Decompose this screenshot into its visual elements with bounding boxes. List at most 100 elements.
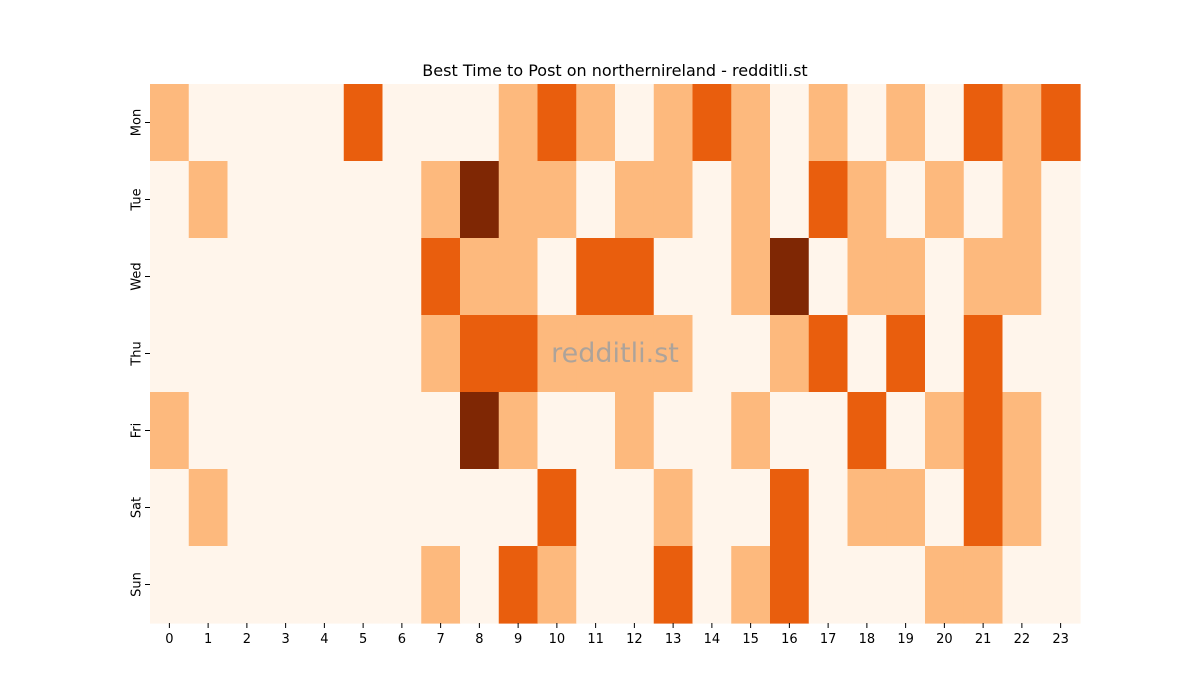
heatmap-cell [653,84,694,162]
heatmap-cell [576,392,616,470]
heatmap-cell [692,469,732,547]
heatmap-cell [847,84,887,162]
x-tick-label: 14 [704,632,721,647]
heatmap-cell [460,392,500,470]
heatmap-cell [343,546,384,624]
heatmap-cell [615,546,655,624]
heatmap-cell [847,546,887,624]
heatmap-cell [460,546,500,624]
heatmap-cell [963,161,1004,239]
heatmap-cell [770,84,810,162]
x-tick-label: 6 [398,632,406,647]
heatmap-cell [576,469,616,547]
heatmap-cell [150,161,190,239]
y-tick-label: Fri [130,423,145,439]
heatmap-cell [886,238,926,316]
chart-title: Best Time to Post on northernireland - r… [422,61,807,80]
heatmap-cell [343,238,384,316]
heatmap-cell [537,238,577,316]
heatmap-cell [382,161,422,239]
heatmap-cell [421,392,461,470]
heatmap-cell [266,469,306,547]
x-tick-label: 4 [320,632,328,647]
y-tick-label: Sun [130,572,145,597]
heatmap-cell [925,161,965,239]
x-tick-label: 19 [897,632,914,647]
y-tick-label: Sat [130,497,145,518]
heatmap-cell [653,315,694,393]
heatmap-cell [343,469,384,547]
heatmap-cell [1002,84,1042,162]
heatmap-cell [150,469,190,547]
heatmap-cell [460,315,500,393]
heatmap-cell [305,546,345,624]
heatmap-cell [847,392,887,470]
heatmap-cell [227,161,267,239]
heatmap-cell [188,392,229,470]
heatmap-cell [382,84,422,162]
x-tick-label: 11 [587,632,604,647]
heatmap-cell [537,161,577,239]
heatmap-cell [731,238,771,316]
x-tick-label: 3 [281,632,289,647]
heatmap-cell [615,161,655,239]
heatmap-cell [537,546,577,624]
heatmap-cell [266,84,306,162]
y-tick-label: Thu [130,341,145,366]
heatmap-cell [227,392,267,470]
heatmap-cell [421,469,461,547]
heatmap-cell [382,238,422,316]
heatmap-cell [498,315,539,393]
heatmap-cell [1041,238,1081,316]
heatmap-cell [692,392,732,470]
heatmap-cell [188,84,229,162]
heatmap-cell [343,315,384,393]
heatmap-cell [925,84,965,162]
x-tick-label: 23 [1052,632,1069,647]
heatmap-cell [150,392,190,470]
heatmap-cell [460,161,500,239]
heatmap-cell [305,161,345,239]
x-tick-label: 7 [436,632,444,647]
heatmap-cell [382,546,422,624]
heatmap-cell [266,392,306,470]
heatmap-cell [227,238,267,316]
x-tick-label: 12 [626,632,643,647]
heatmap-cell [576,238,616,316]
heatmap-cell [653,161,694,239]
heatmap-cell [731,469,771,547]
heatmap-cell [498,84,539,162]
heatmap-cell [188,161,229,239]
heatmap-cell [1002,315,1042,393]
heatmap-cell [692,161,732,239]
heatmap-cell [460,238,500,316]
heatmap-cell [188,238,229,316]
heatmap-cell [963,469,1004,547]
heatmap-cell [460,84,500,162]
heatmap-cell [808,546,849,624]
heatmap-cell [808,84,849,162]
heatmap-cell [266,161,306,239]
heatmap-cell [731,546,771,624]
heatmap-cell [576,546,616,624]
heatmap-cell [1041,161,1081,239]
heatmap-cell [731,315,771,393]
y-tick-label: Mon [130,109,145,136]
heatmap-cell [925,469,965,547]
x-tick-label: 15 [742,632,759,647]
heatmap-cell [653,546,694,624]
heatmap-cell [421,315,461,393]
heatmap-cell [537,84,577,162]
heatmap-cell [847,315,887,393]
heatmap-cell [615,469,655,547]
heatmap-cell [808,392,849,470]
heatmap-cell [498,238,539,316]
heatmap-cell [150,546,190,624]
heatmap-cell [615,392,655,470]
heatmap-cell [847,161,887,239]
heatmap-cell [227,546,267,624]
heatmap-cell [1041,84,1081,162]
heatmap-cell [963,315,1004,393]
heatmap-cell [1002,546,1042,624]
